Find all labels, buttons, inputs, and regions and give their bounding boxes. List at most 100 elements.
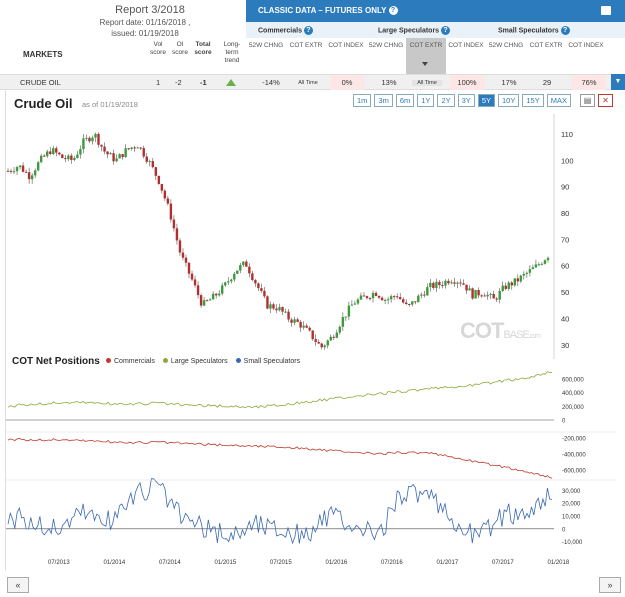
prev-button[interactable]: «: [7, 577, 29, 593]
trend-up-icon: [226, 79, 236, 86]
close-icon[interactable]: ✕: [598, 94, 613, 107]
help-icon[interactable]: ?: [441, 26, 451, 35]
candle-up: [420, 294, 423, 296]
candle-up: [85, 137, 88, 139]
small-extr: 29: [542, 78, 552, 87]
small-extr-header[interactable]: COT EXTR: [529, 42, 563, 49]
comm-extr-header[interactable]: COT EXTR: [289, 42, 323, 49]
candle-up: [79, 149, 82, 155]
scroll-down-arrow[interactable]: ▼: [611, 74, 625, 90]
large-index-header[interactable]: COT INDEX: [448, 42, 484, 49]
candle-up: [118, 154, 121, 159]
candle-up: [489, 294, 492, 296]
candle-up: [522, 273, 526, 276]
commercials-line[interactable]: [7, 437, 553, 479]
candle-down: [332, 336, 336, 338]
candle-down: [166, 198, 170, 204]
y-tick-label: 70: [561, 235, 569, 244]
candle-up: [435, 281, 438, 288]
comm-chng-header[interactable]: 52W CHNG: [248, 42, 284, 49]
candle-up: [15, 167, 19, 172]
large-chng-header[interactable]: 52W CHNG: [368, 42, 404, 49]
candle-up: [82, 138, 85, 150]
selected-column-bg: [406, 38, 446, 74]
y-tick-label: 400,000: [562, 391, 584, 397]
candle-up: [136, 147, 139, 149]
watermark-logo: COTBASE.com: [460, 318, 541, 343]
range-2y-button[interactable]: 2Y: [437, 94, 455, 107]
legend-label: Small Speculators: [243, 358, 301, 365]
x-tick-label: 07/2016: [381, 560, 403, 566]
y-tick-label: 50: [561, 288, 569, 297]
print-chart-icon[interactable]: ▤: [580, 94, 595, 107]
range-5y-button[interactable]: 5Y: [477, 94, 496, 107]
candle-down: [516, 278, 520, 282]
candle-down: [263, 290, 266, 297]
candle-down: [257, 283, 260, 289]
candle-up: [359, 295, 363, 300]
candle-up: [220, 285, 224, 294]
candle-up: [33, 170, 37, 176]
small-index-header[interactable]: COT INDEX: [568, 42, 604, 49]
candle-down: [380, 297, 384, 301]
range-3m-button[interactable]: 3m: [374, 94, 393, 107]
next-button[interactable]: »: [599, 577, 621, 593]
sort-down-icon[interactable]: [422, 62, 428, 66]
help-icon[interactable]: ?: [303, 26, 313, 35]
candle-down: [133, 147, 136, 149]
candle-down: [281, 307, 284, 312]
market-name[interactable]: CRUDE OIL: [20, 78, 61, 87]
candle-up: [52, 148, 55, 154]
range-1y-button[interactable]: 1Y: [417, 94, 435, 107]
small-speculators-line[interactable]: [7, 478, 553, 545]
candle-up: [239, 265, 242, 271]
candle-down: [6, 170, 10, 172]
candle-down: [299, 321, 302, 328]
candle-up: [230, 279, 233, 282]
candle-down: [308, 327, 311, 331]
large-speculators-line[interactable]: [7, 371, 553, 409]
table-row[interactable]: CRUDE OIL 1 -2 -1 -14% All Time 0% 13% A…: [0, 74, 611, 90]
candle-up: [224, 282, 227, 286]
candle-down: [127, 148, 130, 150]
candle-down: [181, 252, 185, 258]
cot-chart[interactable]: 0 200,000 400,000 600,000 -200,000 -400,000 -6…: [6, 368, 617, 568]
y-tick-label: 60: [561, 262, 569, 271]
help-icon[interactable]: ?: [560, 26, 570, 35]
range-max-button[interactable]: MAX: [546, 94, 571, 107]
y-tick-label: 20,000: [562, 502, 581, 508]
candle-down: [471, 288, 474, 299]
candle-up: [73, 157, 76, 160]
candle-down: [374, 292, 378, 296]
candle-down: [254, 280, 257, 284]
candle-down: [465, 284, 468, 291]
comm-extr: All Time: [298, 80, 318, 86]
range-6m-button[interactable]: 6m: [395, 94, 415, 107]
range-15y-button[interactable]: 15Y: [522, 94, 544, 107]
candle-up: [227, 281, 230, 283]
price-chart[interactable]: 30 40 50 60 70 80 90 100 110: [6, 114, 617, 369]
candle-down: [398, 297, 402, 300]
range-buttons: 1m 3m 6m 1Y 2Y 3Y 5Y 10Y 15Y MAX: [353, 94, 571, 107]
candle-down: [190, 273, 194, 280]
candle-down: [70, 155, 73, 160]
x-tick-label: 07/2013: [48, 560, 70, 566]
range-3y-button[interactable]: 3Y: [457, 94, 475, 107]
classic-data-title: CLASSIC DATA – FUTURES ONLY ?: [258, 6, 398, 16]
legend-item[interactable]: Commercials: [106, 358, 155, 365]
vol-score: 1: [156, 78, 161, 87]
candle-down: [21, 165, 25, 172]
large-extr-header[interactable]: COT EXTR: [409, 42, 443, 49]
legend-item[interactable]: Large Speculators: [162, 358, 228, 365]
range-1m-button[interactable]: 1m: [353, 94, 372, 107]
candle-up: [537, 264, 541, 266]
print-icon[interactable]: [601, 6, 611, 15]
small-chng: 17%: [501, 78, 517, 87]
legend-item[interactable]: Small Speculators: [235, 358, 301, 365]
candle-up: [501, 285, 504, 291]
comm-index-header[interactable]: COT INDEX: [328, 42, 364, 49]
total-score-header: Total score: [194, 41, 212, 56]
small-chng-header[interactable]: 52W CHNG: [488, 42, 524, 49]
range-10y-button[interactable]: 10Y: [498, 94, 520, 107]
help-icon[interactable]: ?: [388, 6, 398, 16]
